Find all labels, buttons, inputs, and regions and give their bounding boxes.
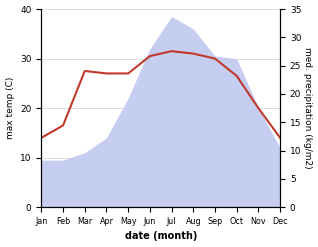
- Y-axis label: max temp (C): max temp (C): [5, 77, 15, 139]
- X-axis label: date (month): date (month): [125, 231, 197, 242]
- Y-axis label: med. precipitation (kg/m2): med. precipitation (kg/m2): [303, 47, 313, 169]
